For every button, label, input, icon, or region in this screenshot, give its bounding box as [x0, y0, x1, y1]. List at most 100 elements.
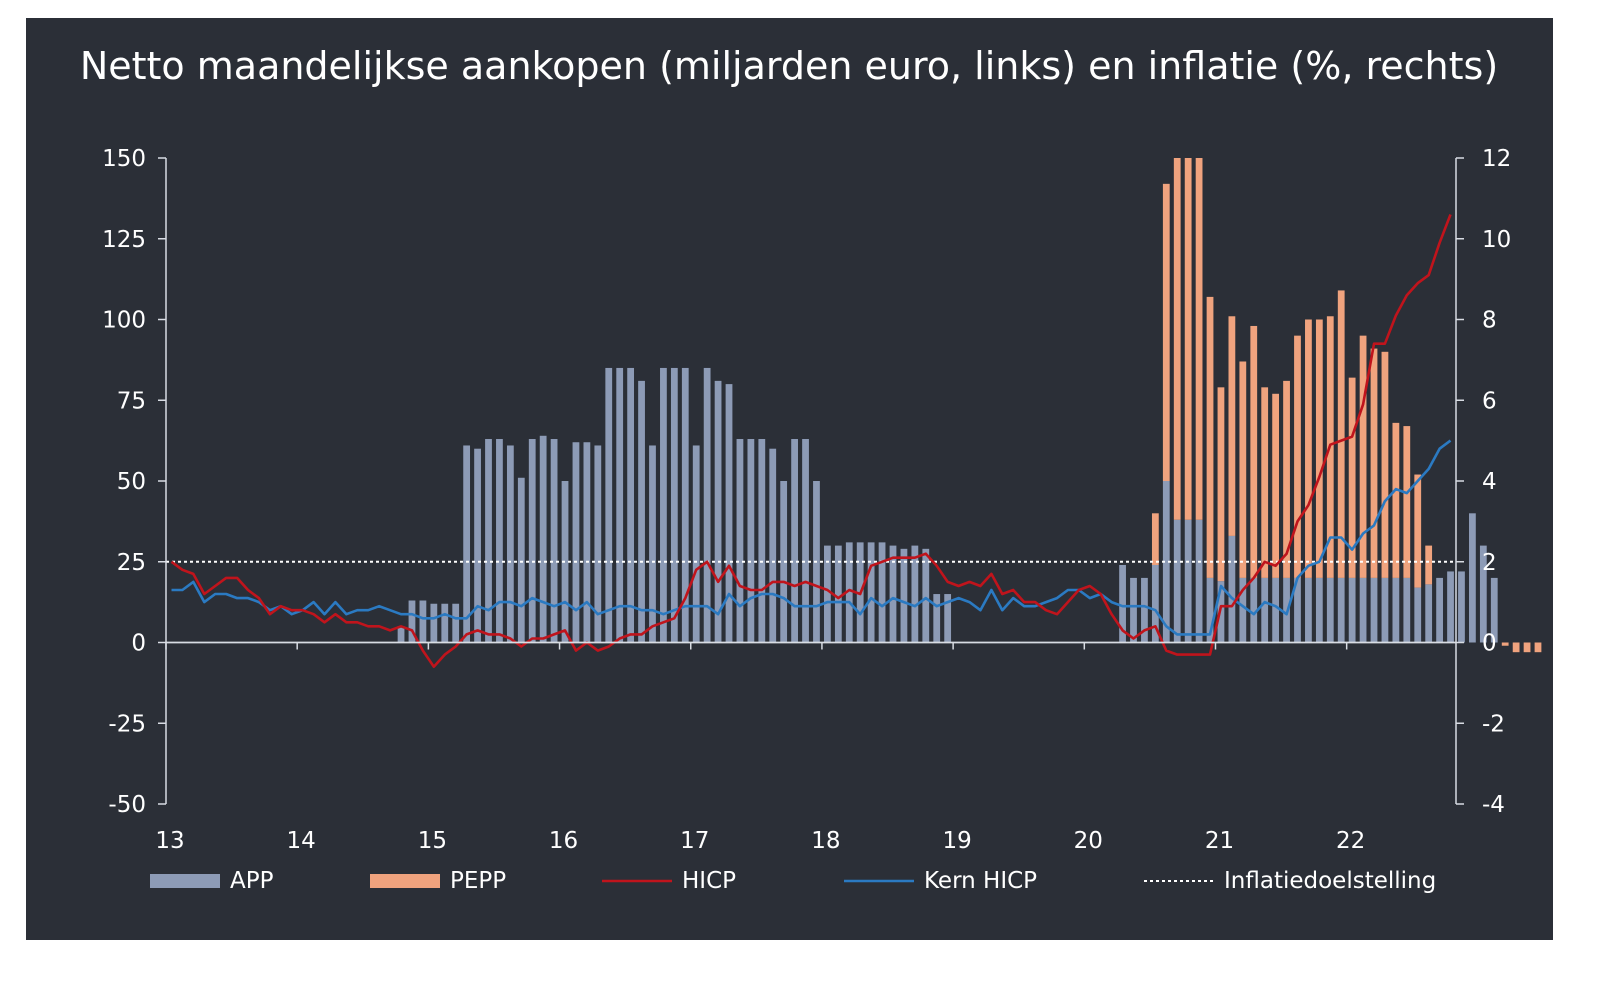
app-bar [1458, 571, 1465, 643]
app-bar [583, 442, 591, 643]
legend-label: Inflatiedoelstelling [1224, 868, 1436, 894]
app-bar [452, 603, 460, 643]
left-tick-label: 125 [102, 227, 146, 253]
app-bar [474, 448, 481, 643]
app-bar [780, 481, 788, 643]
pepp-bar [1250, 325, 1258, 578]
kern-hicp-line [171, 439, 1452, 636]
app-bar [397, 626, 405, 643]
app-bar [889, 545, 897, 643]
app-bar [1272, 577, 1280, 643]
app-bar [758, 439, 766, 643]
pepp-bar [1151, 513, 1159, 565]
app-bar [1381, 577, 1389, 643]
legend-swatch [150, 874, 220, 888]
x-tick-label: 22 [1336, 828, 1365, 854]
pepp-bar [1512, 642, 1520, 653]
app-bar [681, 367, 689, 643]
app-bar [1294, 577, 1301, 643]
legend-label: APP [230, 868, 274, 894]
pepp-bar [1239, 361, 1247, 578]
chart-svg: Netto maandelijkse aankopen (miljarden e… [80, 44, 1542, 894]
left-tick-label: -25 [108, 711, 146, 737]
app-bar [878, 542, 886, 643]
app-bar [550, 439, 558, 643]
right-tick-label: 12 [1482, 146, 1511, 172]
app-bar [747, 439, 755, 643]
app-bar [1141, 577, 1148, 643]
app-bar [1479, 545, 1487, 643]
pepp-bar [1425, 545, 1433, 585]
app-bar [1370, 577, 1378, 643]
legend-swatch [370, 874, 440, 888]
pepp-bar [1414, 474, 1422, 588]
app-bar [463, 445, 471, 643]
app-bar [769, 448, 777, 643]
right-tick-label: 2 [1482, 550, 1497, 576]
app-bar [1490, 577, 1498, 643]
pepp-bar [1403, 426, 1411, 578]
right-tick-label: 4 [1482, 469, 1497, 495]
app-bar [408, 600, 416, 643]
app-bar [605, 367, 613, 643]
app-bar [1206, 577, 1214, 643]
app-bar [933, 594, 941, 643]
pepp-bar [1315, 319, 1323, 578]
pepp-bar [1228, 316, 1236, 536]
app-bar [1348, 577, 1356, 643]
hicp-line [170, 214, 1452, 669]
x-tick-label: 15 [418, 828, 447, 854]
app-bar [1436, 577, 1443, 643]
app-bar [1337, 577, 1345, 643]
pepp-bar [1501, 642, 1509, 646]
right-tick-label: 10 [1482, 227, 1511, 253]
right-tick-label: 0 [1482, 631, 1497, 657]
pepp-bar [1523, 642, 1531, 653]
app-bar [660, 367, 667, 643]
left-tick-label: 150 [102, 146, 146, 172]
app-bar [627, 367, 635, 643]
app-bar [1228, 535, 1236, 643]
pepp-bar [1162, 183, 1170, 481]
pepp-bar [1261, 387, 1269, 578]
app-bar [1469, 513, 1476, 643]
app-bar [1162, 481, 1170, 643]
app-bar [572, 442, 580, 643]
app-bar [496, 439, 503, 643]
app-bar [824, 545, 831, 643]
app-bar [922, 548, 930, 643]
app-bar [911, 545, 919, 643]
pepp-bar [1217, 387, 1225, 582]
app-bar [1403, 577, 1411, 643]
app-bar [528, 439, 536, 643]
left-tick-label: 0 [131, 631, 146, 657]
app-bar [506, 445, 514, 643]
app-bar [1250, 577, 1258, 643]
x-tick-label: 20 [1074, 828, 1103, 854]
x-tick-label: 17 [680, 828, 709, 854]
app-bar [616, 367, 624, 643]
pepp-bar [1206, 296, 1214, 578]
left-tick-label: 50 [117, 469, 146, 495]
app-bar [736, 439, 744, 643]
right-tick-label: 8 [1482, 308, 1497, 334]
app-bar [539, 435, 547, 643]
app-bar [867, 542, 875, 643]
pepp-bar [1184, 158, 1192, 520]
app-bar [703, 367, 711, 643]
pepp-bar [1348, 377, 1356, 578]
chart-title: Netto maandelijkse aankopen (miljarden e… [80, 44, 1498, 88]
legend-label: HICP [682, 868, 736, 894]
app-bar [845, 542, 853, 643]
pepp-bar [1359, 335, 1367, 578]
pepp-bar [1337, 290, 1345, 578]
app-bar [1119, 564, 1126, 643]
app-bar [1326, 577, 1334, 643]
app-bar [1392, 577, 1400, 643]
pepp-bar [1534, 642, 1542, 653]
x-tick-label: 18 [811, 828, 840, 854]
x-tick-label: 16 [549, 828, 578, 854]
pepp-bar [1370, 348, 1378, 578]
app-bar [1184, 519, 1192, 643]
app-bar [692, 445, 700, 643]
